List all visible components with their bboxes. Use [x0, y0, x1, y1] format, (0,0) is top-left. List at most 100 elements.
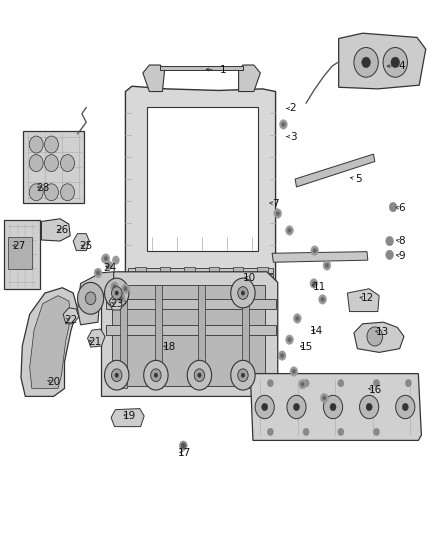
Polygon shape [102, 272, 278, 397]
Text: 22: 22 [64, 314, 78, 325]
Circle shape [287, 395, 306, 419]
Circle shape [29, 155, 43, 172]
Circle shape [296, 317, 299, 320]
Polygon shape [42, 219, 70, 241]
Text: 18: 18 [162, 342, 176, 352]
Circle shape [279, 119, 287, 129]
Circle shape [288, 337, 291, 342]
Polygon shape [4, 220, 40, 289]
Circle shape [303, 379, 309, 387]
Circle shape [121, 284, 129, 294]
Circle shape [255, 395, 274, 419]
Polygon shape [233, 266, 244, 282]
Text: 3: 3 [290, 132, 296, 142]
Polygon shape [113, 285, 265, 386]
Circle shape [45, 155, 58, 172]
Circle shape [180, 441, 187, 450]
Polygon shape [135, 266, 146, 282]
Circle shape [389, 203, 397, 212]
Text: 12: 12 [360, 293, 374, 303]
Circle shape [374, 428, 380, 435]
Circle shape [267, 428, 273, 435]
Polygon shape [198, 285, 205, 389]
Text: 11: 11 [312, 281, 326, 292]
Polygon shape [354, 322, 404, 352]
Circle shape [366, 403, 372, 411]
Text: 16: 16 [369, 384, 382, 394]
Circle shape [338, 428, 344, 435]
Circle shape [105, 278, 129, 308]
Circle shape [113, 285, 116, 289]
Circle shape [386, 250, 393, 260]
Text: 27: 27 [12, 241, 25, 252]
Circle shape [119, 296, 123, 301]
Circle shape [391, 57, 399, 68]
Polygon shape [295, 154, 375, 187]
Text: 9: 9 [399, 251, 405, 261]
Circle shape [310, 279, 318, 288]
Bar [8, 237, 32, 269]
Text: 17: 17 [177, 448, 191, 458]
Text: 2: 2 [290, 103, 296, 114]
Circle shape [102, 254, 110, 263]
Polygon shape [73, 233, 89, 251]
Circle shape [282, 122, 285, 126]
Circle shape [274, 209, 282, 218]
Circle shape [241, 373, 245, 377]
Polygon shape [155, 285, 162, 389]
Circle shape [383, 47, 407, 77]
Text: 21: 21 [88, 337, 102, 347]
Circle shape [111, 282, 118, 292]
Circle shape [151, 369, 161, 382]
Circle shape [321, 297, 324, 302]
Circle shape [154, 373, 158, 377]
Circle shape [112, 369, 122, 382]
Text: 23: 23 [110, 298, 124, 309]
Circle shape [45, 136, 58, 153]
Circle shape [78, 282, 104, 314]
Text: 24: 24 [103, 263, 117, 272]
Circle shape [187, 360, 212, 390]
Circle shape [238, 369, 248, 382]
Circle shape [106, 261, 113, 270]
Text: 13: 13 [375, 327, 389, 337]
Polygon shape [143, 65, 165, 92]
Polygon shape [239, 65, 260, 92]
Circle shape [286, 335, 293, 344]
Polygon shape [125, 86, 276, 282]
Circle shape [102, 255, 109, 263]
Polygon shape [23, 131, 84, 203]
Polygon shape [347, 289, 379, 312]
Circle shape [144, 360, 168, 390]
Circle shape [194, 369, 205, 382]
Circle shape [354, 47, 378, 77]
Circle shape [374, 379, 380, 387]
Circle shape [299, 379, 307, 389]
Text: 19: 19 [123, 411, 136, 421]
Circle shape [319, 295, 326, 304]
Text: 20: 20 [47, 377, 60, 387]
Circle shape [303, 428, 309, 435]
Circle shape [367, 327, 383, 346]
Circle shape [85, 292, 96, 305]
Circle shape [124, 287, 127, 291]
Circle shape [405, 379, 411, 387]
Circle shape [386, 236, 393, 246]
Circle shape [231, 278, 255, 308]
Circle shape [330, 403, 336, 411]
Circle shape [280, 353, 284, 358]
Polygon shape [147, 108, 258, 251]
Circle shape [115, 291, 118, 295]
Circle shape [113, 256, 119, 264]
Polygon shape [106, 300, 276, 309]
Text: 1: 1 [220, 66, 226, 75]
Text: 8: 8 [399, 236, 405, 246]
Circle shape [278, 351, 286, 360]
Polygon shape [110, 293, 125, 310]
Circle shape [293, 403, 300, 411]
Polygon shape [30, 296, 71, 389]
Circle shape [60, 155, 74, 172]
Text: 7: 7 [272, 199, 279, 209]
Circle shape [323, 395, 343, 419]
Polygon shape [21, 288, 78, 397]
